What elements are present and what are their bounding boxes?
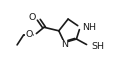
Text: N: N <box>61 40 68 49</box>
Text: NH: NH <box>82 23 97 32</box>
Text: O: O <box>28 13 36 22</box>
Text: O: O <box>25 30 33 39</box>
Text: SH: SH <box>92 42 105 51</box>
